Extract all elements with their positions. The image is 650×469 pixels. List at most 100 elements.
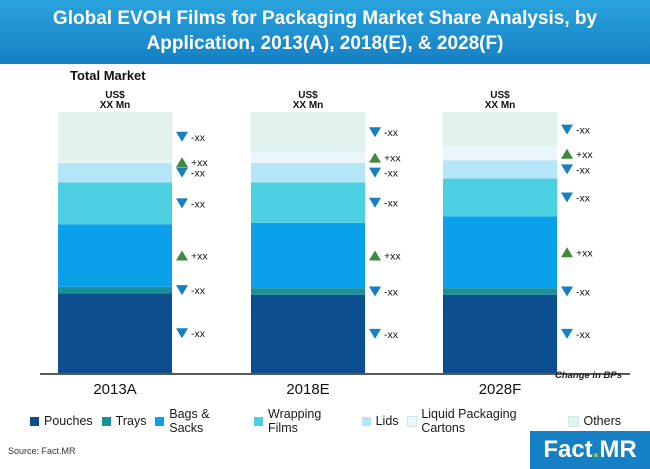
legend-item-pouches: Pouches: [30, 414, 93, 428]
change-label-2018e-5: +xx: [384, 153, 401, 165]
change-up-icon-2013a-2: [176, 250, 188, 261]
legend-swatch: [406, 415, 418, 427]
bar-segment-pouches-2018e: [251, 294, 365, 373]
legend-swatch: [568, 415, 580, 427]
change-down-icon-2013a-4: [176, 167, 188, 178]
change-up-icon-2028f-5: [561, 148, 573, 159]
change-label-2013a-5: +xx: [191, 157, 208, 169]
change-down-icon-2013a-6: [176, 131, 188, 142]
factmr-logo: Fact.MR: [530, 431, 650, 469]
change-down-icon-2018e-3: [369, 197, 381, 208]
change-down-icon-2028f-3: [561, 192, 573, 203]
bar-segment-bags-sacks-2028f: [443, 216, 557, 289]
header-banner: Global EVOH Films for Packaging Market S…: [0, 0, 650, 64]
legend-label: Others: [583, 414, 621, 428]
bar-segment-trays-2028f: [443, 288, 557, 295]
bar-segment-bags-sacks-2013a: [58, 224, 172, 287]
value-label-currency-2018e: US$: [298, 90, 318, 101]
change-label-2013a-1: -xx: [191, 285, 206, 297]
x-tick-label-2018e: 2018E: [286, 381, 329, 398]
bar-segment-bags-sacks-2018e: [251, 222, 365, 289]
change-label-2013a-3: -xx: [191, 198, 206, 210]
legend-swatch: [361, 416, 371, 426]
change-down-icon-2013a-0: [176, 328, 188, 339]
legend-swatch: [254, 416, 264, 426]
value-label-amount-2018e: XX Mn: [293, 100, 324, 111]
change-label-2013a-4: -xx: [191, 168, 206, 180]
legend-label: Lids: [375, 414, 399, 428]
bar-segment-wrapping-films-2028f: [443, 178, 557, 217]
legend-item-lids: Lids: [361, 414, 399, 428]
change-label-2028f-4: -xx: [576, 164, 591, 176]
change-label-2013a-2: +xx: [191, 251, 208, 263]
change-note: Change in BPs: [555, 370, 622, 381]
logo-text-mr: MR: [599, 436, 637, 463]
change-label-2018e-4: -xx: [384, 168, 399, 180]
chart-title: Global EVOH Films for Packaging Market S…: [52, 8, 598, 54]
legend-label: Bags & Sacks: [169, 407, 210, 435]
bar-segment-pouches-2028f: [443, 294, 557, 373]
logo-dot: .: [592, 436, 600, 463]
legend-item-trays: Trays: [101, 414, 147, 428]
value-label-amount-2028f: XX Mn: [485, 100, 516, 111]
bar-segment-liquid-packaging-cartons-2013a: [58, 161, 172, 163]
change-up-icon-2018e-5: [369, 152, 381, 163]
bar-segment-lids-2028f: [443, 160, 557, 179]
bar-segment-lids-2018e: [251, 162, 365, 183]
legend: Pouches Trays Bags & Sacks Wrapping Films Li…: [30, 407, 630, 435]
change-label-2013a-6: -xx: [191, 132, 206, 144]
legend-label: Pouches: [44, 414, 93, 428]
bar-segment-wrapping-films-2013a: [58, 182, 172, 225]
change-label-2028f-2: +xx: [576, 247, 593, 259]
bar-segment-lids-2013a: [58, 162, 172, 183]
source-note: Source: Fact.MR: [8, 446, 76, 456]
change-up-icon-2028f-2: [561, 247, 573, 258]
change-label-2028f-5: +xx: [576, 149, 593, 161]
change-down-icon-2013a-3: [176, 198, 188, 209]
change-label-2018e-2: +xx: [384, 251, 401, 263]
change-label-2013a-0: -xx: [191, 328, 206, 340]
x-tick-label-2028f: 2028F: [479, 381, 522, 398]
change-down-icon-2018e-6: [369, 127, 381, 138]
legend-label: Trays: [115, 414, 147, 428]
change-label-2018e-0: -xx: [384, 329, 399, 341]
change-label-2018e-1: -xx: [384, 286, 399, 298]
bar-segment-others-2018e: [251, 112, 365, 153]
bar-segment-pouches-2013a: [58, 293, 172, 373]
change-label-2018e-3: -xx: [384, 198, 399, 210]
legend-item-bags-sacks: Bags & Sacks: [155, 407, 245, 435]
legend-swatch: [30, 416, 39, 426]
stacked-bar-chart: Total Market -xx-xx+xx-xx-xx+xx-xxUS$XX …: [40, 68, 630, 398]
change-down-icon-2028f-4: [561, 164, 573, 175]
change-label-2028f-3: -xx: [576, 192, 591, 204]
change-label-2028f-0: -xx: [576, 329, 591, 341]
change-up-icon-2013a-5: [176, 157, 188, 168]
value-label-currency-2028f: US$: [490, 90, 510, 101]
legend-swatch: [101, 416, 111, 426]
change-down-icon-2013a-1: [176, 285, 188, 296]
logo-text-fact: Fact: [543, 436, 593, 463]
legend-label: Liquid Packaging Cartons: [421, 407, 517, 435]
bar-segment-trays-2013a: [58, 286, 172, 294]
value-label-currency-2013a: US$: [105, 90, 125, 101]
change-label-2028f-1: -xx: [576, 286, 591, 298]
legend-label: Wrapping Films: [268, 407, 322, 435]
legend-item-liquid-packaging-cartons: Liquid Packaging Cartons: [406, 407, 561, 435]
change-down-icon-2028f-6: [561, 124, 573, 135]
bar-segment-trays-2018e: [251, 288, 365, 295]
bar-segment-others-2013a: [58, 112, 172, 162]
bar-segment-wrapping-films-2018e: [251, 182, 365, 223]
bar-segment-others-2028f: [443, 112, 557, 148]
value-label-amount-2013a: XX Mn: [100, 100, 131, 111]
change-label-2018e-6: -xx: [384, 127, 399, 139]
bar-segment-liquid-packaging-cartons-2018e: [251, 152, 365, 163]
change-up-icon-2018e-2: [369, 250, 381, 261]
bar-segment-liquid-packaging-cartons-2028f: [443, 147, 557, 161]
change-down-icon-2018e-1: [369, 286, 381, 297]
change-label-2028f-6: -xx: [576, 125, 591, 137]
bars-layer: [58, 112, 557, 373]
panel-label: Total Market: [70, 68, 146, 83]
x-tick-label-2013a: 2013A: [93, 381, 136, 398]
legend-swatch: [155, 416, 165, 426]
